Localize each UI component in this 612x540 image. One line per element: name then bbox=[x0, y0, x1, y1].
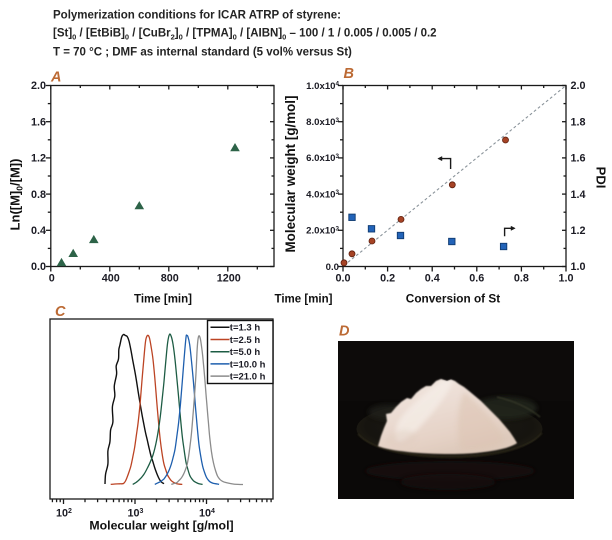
svg-text:104: 104 bbox=[199, 508, 215, 520]
svg-text:B: B bbox=[344, 66, 354, 82]
svg-text:0.8: 0.8 bbox=[31, 189, 46, 201]
svg-text:2.0x103: 2.0x103 bbox=[306, 225, 339, 236]
svg-text:C: C bbox=[55, 304, 66, 320]
svg-text:1.2: 1.2 bbox=[31, 153, 46, 165]
svg-text:Conversion of St: Conversion of St bbox=[406, 292, 500, 306]
svg-text:0.0: 0.0 bbox=[31, 261, 46, 273]
svg-text:t=1.3 h: t=1.3 h bbox=[230, 323, 261, 334]
svg-text:Molecular weight [g/mol]: Molecular weight [g/mol] bbox=[89, 519, 233, 533]
svg-text:1.2: 1.2 bbox=[571, 225, 586, 237]
svg-text:0: 0 bbox=[49, 273, 55, 285]
svg-text:Polymerization conditions for: Polymerization conditions for ICAR ATRP … bbox=[53, 10, 341, 22]
svg-text:D: D bbox=[339, 324, 350, 340]
svg-text:Molecular weight [g/mol]: Molecular weight [g/mol] bbox=[283, 96, 298, 253]
svg-text:103: 103 bbox=[128, 508, 144, 520]
svg-text:102: 102 bbox=[56, 508, 72, 520]
svg-text:400: 400 bbox=[102, 273, 120, 285]
svg-text:0.0: 0.0 bbox=[326, 262, 339, 273]
svg-text:1.0: 1.0 bbox=[558, 273, 573, 285]
svg-text:1.0x104: 1.0x104 bbox=[306, 81, 339, 92]
svg-text:800: 800 bbox=[161, 273, 179, 285]
svg-text:0.4: 0.4 bbox=[425, 273, 440, 285]
svg-text:0.2: 0.2 bbox=[380, 273, 395, 285]
svg-text:PDI: PDI bbox=[594, 167, 609, 189]
svg-text:1.8: 1.8 bbox=[571, 116, 586, 128]
svg-text:T = 70 °C ; DMF as internal st: T = 70 °C ; DMF as internal standard (5 … bbox=[53, 47, 352, 59]
svg-text:0.0: 0.0 bbox=[335, 273, 350, 285]
svg-text:1.0: 1.0 bbox=[571, 261, 586, 273]
svg-text:6.0x103: 6.0x103 bbox=[306, 153, 339, 164]
svg-text:t=21.0 h: t=21.0 h bbox=[230, 372, 266, 383]
svg-text:t=10.0 h: t=10.0 h bbox=[230, 359, 266, 370]
svg-text:t=2.5 h: t=2.5 h bbox=[230, 335, 261, 346]
svg-text:4.0x103: 4.0x103 bbox=[306, 189, 339, 200]
svg-text:A: A bbox=[50, 70, 61, 86]
svg-text:1200: 1200 bbox=[217, 273, 241, 285]
svg-text:0.6: 0.6 bbox=[469, 273, 484, 285]
svg-text:0.8: 0.8 bbox=[514, 273, 529, 285]
svg-text:0.4: 0.4 bbox=[31, 225, 46, 237]
svg-text:2.0: 2.0 bbox=[31, 80, 46, 92]
svg-text:1.4: 1.4 bbox=[571, 189, 586, 201]
svg-text:8.0x103: 8.0x103 bbox=[306, 117, 339, 128]
svg-text:Ln([M]0​/[M]): Ln([M]0​/[M]) bbox=[8, 159, 25, 231]
svg-text:Time [min]: Time [min] bbox=[275, 294, 333, 306]
svg-text:1.6: 1.6 bbox=[31, 116, 46, 128]
svg-text:1.6: 1.6 bbox=[571, 153, 586, 165]
svg-text:2.0: 2.0 bbox=[571, 80, 586, 92]
svg-text:[St]0​ / [EtBiB]0​ / [CuBr2​]0: [St]0​ / [EtBiB]0​ / [CuBr2​]0​ / [TPMA]… bbox=[53, 28, 437, 42]
svg-text:Time [min]: Time [min] bbox=[134, 294, 192, 306]
svg-text:t=5.0 h: t=5.0 h bbox=[230, 347, 261, 358]
